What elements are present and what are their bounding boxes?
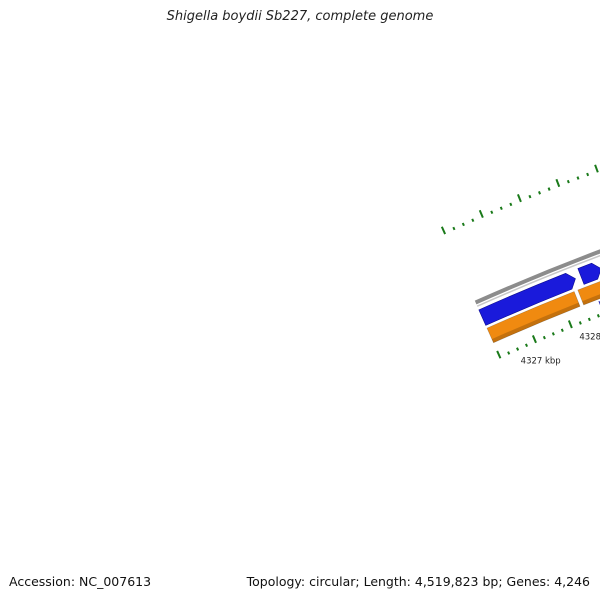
inner-tick <box>567 320 573 329</box>
outer-tick <box>478 209 484 218</box>
cds-forward-arrow <box>577 262 600 285</box>
inner-tick <box>596 314 600 318</box>
outer-tick <box>547 187 551 191</box>
outer-tick <box>499 206 503 211</box>
inner-tick <box>560 328 564 332</box>
gene-shade <box>491 302 581 343</box>
outer-tick <box>594 164 599 173</box>
outer-tick <box>490 210 494 214</box>
outer-tick <box>566 179 570 184</box>
outer-tick <box>509 202 513 207</box>
inner-tick <box>496 350 502 359</box>
inner-tick <box>578 321 582 325</box>
gene-shade <box>582 294 600 305</box>
outer-tick <box>528 194 532 199</box>
inner-tick <box>507 351 511 355</box>
outer-tick <box>440 226 447 235</box>
inner-tick <box>516 347 520 351</box>
outer-tick <box>538 191 541 195</box>
kbp-label: 4328 kbp <box>579 333 600 343</box>
inner-tick <box>587 317 591 322</box>
inner-tick <box>531 335 537 344</box>
inner-tick <box>524 343 529 348</box>
yjeB-gene <box>577 281 600 306</box>
outer-tick <box>586 172 590 177</box>
outer-tick <box>555 178 561 188</box>
kbp-label: 4327 kbp <box>521 357 561 367</box>
outer-tick <box>517 194 522 203</box>
outer-tick <box>452 226 456 231</box>
map-title: Shigella boydii Sb227, complete genome <box>166 9 434 24</box>
genome-summary: Topology: circular; Length: 4,519,823 bp… <box>246 574 590 589</box>
outer-tick <box>576 176 580 180</box>
accession-label: Accession: NC_007613 <box>9 574 152 589</box>
inner-tick <box>542 335 546 340</box>
outer-tick <box>471 218 475 223</box>
yjeB-gene <box>486 291 581 344</box>
outer-tick <box>461 222 465 227</box>
cds-forward-arrow <box>478 273 576 326</box>
inner-tick <box>551 332 555 336</box>
